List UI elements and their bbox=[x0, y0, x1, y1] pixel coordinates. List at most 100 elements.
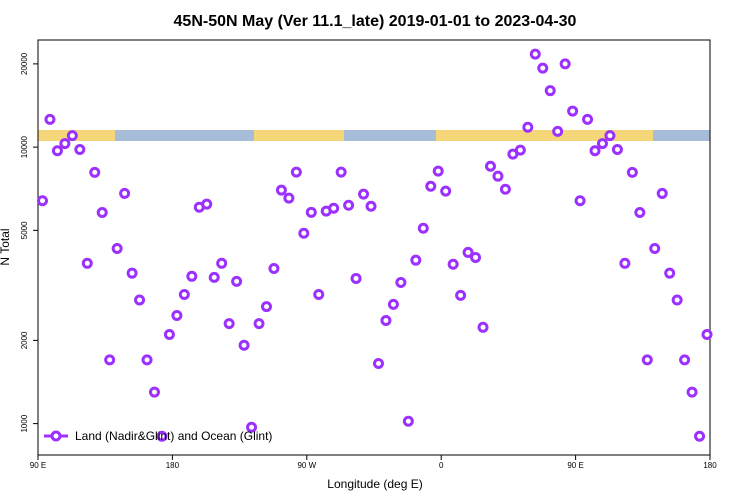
point bbox=[604, 130, 616, 142]
point bbox=[440, 185, 452, 197]
point bbox=[290, 166, 302, 178]
point bbox=[223, 318, 235, 330]
x-tick-label: 90 E bbox=[30, 461, 46, 470]
point bbox=[537, 62, 549, 74]
point bbox=[552, 125, 564, 137]
point bbox=[664, 267, 676, 279]
point bbox=[514, 144, 526, 156]
plot-frame bbox=[37, 39, 711, 456]
land bbox=[254, 130, 344, 141]
point bbox=[44, 113, 56, 125]
point bbox=[447, 258, 459, 270]
point bbox=[619, 257, 631, 269]
point bbox=[268, 262, 280, 274]
point bbox=[111, 242, 123, 254]
y-tick-label: 20000 bbox=[20, 52, 29, 75]
point bbox=[335, 166, 347, 178]
point bbox=[163, 329, 175, 341]
point bbox=[201, 198, 213, 210]
point bbox=[455, 289, 467, 301]
point bbox=[186, 270, 198, 282]
point bbox=[492, 170, 504, 182]
x-tick-label: 90 W bbox=[297, 461, 316, 470]
x-tick-label: 180 bbox=[166, 461, 180, 470]
point bbox=[671, 294, 683, 306]
point bbox=[148, 386, 160, 398]
point bbox=[470, 251, 482, 263]
point bbox=[626, 166, 638, 178]
point bbox=[36, 195, 48, 207]
point bbox=[477, 321, 489, 333]
point bbox=[253, 318, 265, 330]
ocean bbox=[115, 130, 254, 141]
point bbox=[425, 180, 437, 192]
point bbox=[51, 145, 63, 157]
point bbox=[574, 195, 586, 207]
point bbox=[171, 310, 183, 322]
point bbox=[89, 166, 101, 178]
y-tick-label: 10000 bbox=[20, 135, 29, 158]
point bbox=[641, 354, 653, 366]
point bbox=[141, 354, 153, 366]
point bbox=[66, 130, 78, 142]
point bbox=[649, 242, 661, 254]
point bbox=[59, 138, 71, 150]
point bbox=[231, 275, 243, 287]
point bbox=[260, 301, 272, 313]
point bbox=[589, 145, 601, 157]
point bbox=[81, 257, 93, 269]
point bbox=[395, 276, 407, 288]
land bbox=[436, 130, 653, 141]
point bbox=[96, 207, 108, 219]
ocean bbox=[653, 130, 710, 141]
point bbox=[74, 144, 86, 156]
point bbox=[104, 354, 116, 366]
point bbox=[462, 246, 474, 258]
point bbox=[156, 430, 168, 442]
point bbox=[529, 48, 541, 60]
point bbox=[417, 222, 429, 234]
legend-label: Land (Nadir&Glint) and Ocean (Glint) bbox=[75, 429, 272, 443]
point bbox=[656, 187, 668, 199]
chart-title: 45N-50N May (Ver 11.1_late) 2019-01-01 t… bbox=[174, 13, 577, 30]
x-tick-label: 0 bbox=[439, 461, 444, 470]
point bbox=[178, 289, 190, 301]
point bbox=[313, 289, 325, 301]
point bbox=[208, 271, 220, 283]
point bbox=[119, 187, 131, 199]
point bbox=[701, 329, 713, 341]
point bbox=[544, 85, 556, 97]
point bbox=[298, 227, 310, 239]
point bbox=[582, 113, 594, 125]
point bbox=[387, 298, 399, 310]
point bbox=[134, 294, 146, 306]
point bbox=[380, 315, 392, 327]
y-axis-label: N Total bbox=[0, 228, 12, 265]
ocean bbox=[344, 130, 436, 141]
y-tick-label: 2000 bbox=[20, 331, 29, 349]
point bbox=[126, 267, 138, 279]
point bbox=[365, 200, 377, 212]
point bbox=[679, 354, 691, 366]
point bbox=[283, 192, 295, 204]
point bbox=[522, 121, 534, 133]
point bbox=[559, 58, 571, 70]
point bbox=[305, 206, 317, 218]
point bbox=[372, 357, 384, 369]
y-tick-label: 1000 bbox=[20, 414, 29, 432]
point bbox=[350, 272, 362, 284]
point bbox=[328, 202, 340, 214]
point bbox=[694, 430, 706, 442]
point bbox=[358, 188, 370, 200]
x-axis-label: Longitude (deg E) bbox=[327, 477, 422, 491]
x-tick-label: 180 bbox=[703, 461, 717, 470]
point bbox=[567, 105, 579, 117]
x-tick-label: 90 E bbox=[567, 461, 583, 470]
point bbox=[432, 165, 444, 177]
point bbox=[275, 184, 287, 196]
legend-marker bbox=[50, 430, 62, 442]
point bbox=[499, 183, 511, 195]
point bbox=[634, 207, 646, 219]
point bbox=[611, 144, 623, 156]
